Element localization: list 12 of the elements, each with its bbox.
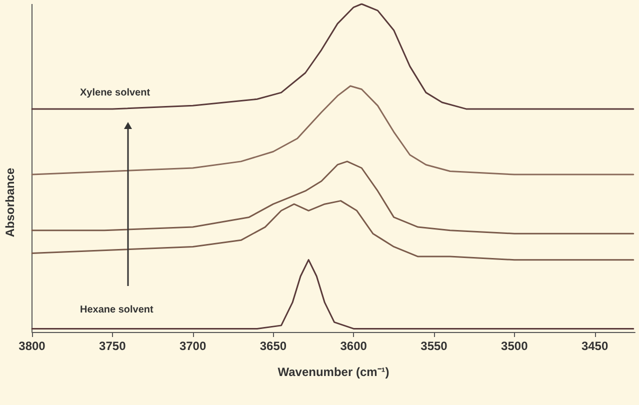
x-tick-label: 3600 bbox=[340, 339, 368, 353]
x-tick-label: 3550 bbox=[420, 339, 448, 353]
x-tick-label: 3500 bbox=[501, 339, 528, 353]
x-tick-label: 3750 bbox=[99, 339, 126, 353]
x-tick-label: 3450 bbox=[581, 339, 608, 353]
annotation: Hexane solvent bbox=[80, 304, 154, 316]
x-tick-label: 3800 bbox=[18, 339, 46, 353]
x-tick-label: 3700 bbox=[179, 339, 206, 353]
annotation: Xylene solvent bbox=[80, 88, 151, 98]
x-axis-title: Wavenumber (cm⁻¹) bbox=[278, 365, 390, 379]
x-tick-label: 3650 bbox=[260, 339, 287, 353]
y-axis-title: Absorbance bbox=[3, 168, 17, 238]
